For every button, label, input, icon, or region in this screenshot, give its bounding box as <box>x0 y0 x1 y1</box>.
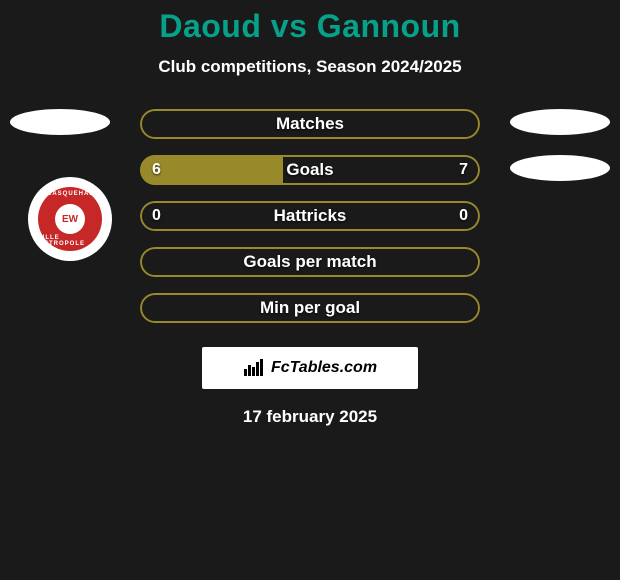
team-crest: WASQUEHAL EW LILLE METROPOLE <box>28 177 112 261</box>
stat-label: Matches <box>140 109 480 139</box>
crest-inner: WASQUEHAL EW LILLE METROPOLE <box>38 187 102 251</box>
player-cap-right <box>510 109 610 135</box>
brand-text: FcTables.com <box>271 359 377 377</box>
datestamp: 17 february 2025 <box>0 407 620 427</box>
crest-top-text: WASQUEHAL <box>46 191 94 197</box>
stat-bar: 0 0Hattricks <box>140 201 480 231</box>
crest-center: EW <box>55 204 85 234</box>
bar-fill-left <box>140 155 283 185</box>
crest-bottom-text: LILLE METROPOLE <box>38 235 102 247</box>
comparison-infographic: Daoud vs Gannoun Club competitions, Seas… <box>0 0 620 427</box>
stat-bar: Goals per match <box>140 247 480 277</box>
stat-label: Hattricks <box>140 201 480 231</box>
stat-value-right: 7 <box>459 155 468 185</box>
stat-bar: 67Goals <box>140 155 480 185</box>
bar-outline <box>140 293 480 323</box>
page-title: Daoud vs Gannoun <box>0 8 620 45</box>
stat-label: Min per goal <box>140 293 480 323</box>
player-cap-left <box>10 109 110 135</box>
stat-row: Min per goal <box>0 293 620 323</box>
bar-outline <box>140 247 480 277</box>
stat-value-left: 0 <box>152 201 161 231</box>
subtitle: Club competitions, Season 2024/2025 <box>0 57 620 77</box>
stat-row: Matches <box>0 109 620 139</box>
player-cap-right <box>510 155 610 181</box>
stat-row: 67Goals <box>0 155 620 185</box>
bar-outline <box>140 109 480 139</box>
stat-label: Goals per match <box>140 247 480 277</box>
brand-box: FcTables.com <box>202 347 418 389</box>
bar-outline <box>140 201 480 231</box>
stat-bar: Matches <box>140 109 480 139</box>
stat-bar: Min per goal <box>140 293 480 323</box>
stat-value-right: 0 <box>459 201 468 231</box>
bars-icon <box>243 359 267 377</box>
